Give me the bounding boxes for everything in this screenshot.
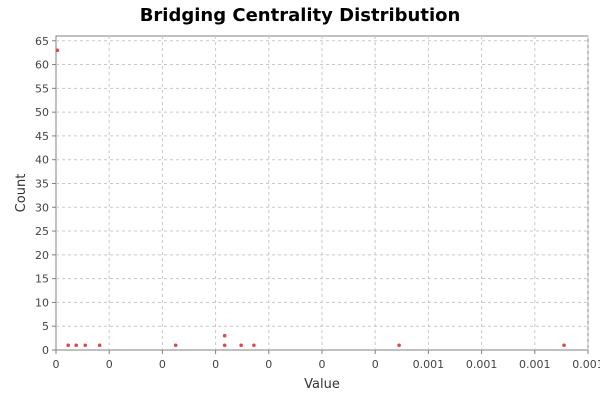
x-axis-label: Value [304,377,340,392]
y-tick-label: 40 [35,154,49,167]
data-point [74,343,79,348]
points-layer [55,48,566,348]
y-tick-label: 60 [35,59,49,72]
y-tick-label: 55 [35,82,49,95]
y-tick-label: 50 [35,106,49,119]
y-tick-label: 0 [42,344,49,357]
x-tick-label: 0 [319,358,326,371]
x-tick-label: 0.001 [519,358,551,371]
x-tick-label: 0.001 [413,358,445,371]
x-tick-label: 0 [159,358,166,371]
y-tick-label: 30 [35,201,49,214]
data-point [222,333,227,338]
y-tick-label: 35 [35,177,49,190]
data-point [66,343,71,348]
x-tick-label: 0.001 [572,358,600,371]
x-tick-label: 0 [53,358,60,371]
data-point [239,343,243,348]
data-point [173,343,178,348]
x-tick-label: 0 [212,358,219,371]
y-tick-label: 10 [35,296,49,309]
data-point [97,343,102,348]
y-tick-label: 25 [35,225,49,238]
y-tick-label: 65 [35,35,49,48]
y-tick-label: 20 [35,249,49,262]
y-tick-label: 45 [35,130,49,143]
data-point [252,343,256,348]
data-point [83,343,88,348]
data-point [562,343,566,348]
y-tick-label: 5 [42,320,49,333]
data-point [55,48,60,53]
y-axis-label: Count [14,174,29,213]
y-tick-label: 15 [35,273,49,286]
data-point [222,343,227,348]
x-tick-label: 0 [372,358,379,371]
x-tick-label: 0 [265,358,272,371]
data-point [397,343,401,348]
chart-title: Bridging Centrality Distribution [140,5,461,26]
x-tick-label: 0.001 [466,358,498,371]
x-tick-label: 0 [106,358,113,371]
grid-layer [56,36,589,350]
